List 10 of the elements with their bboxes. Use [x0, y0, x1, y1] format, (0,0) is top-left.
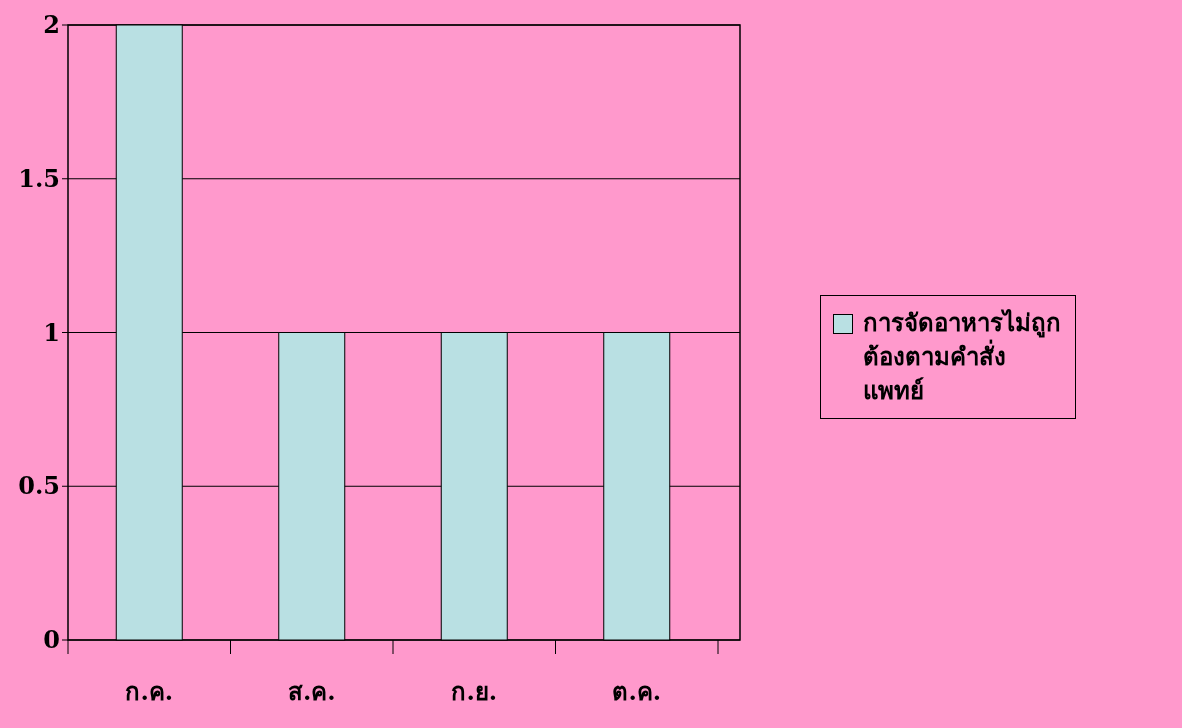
legend-label: การจัดอาหารไม่ถูกต้องตามคำสั่งแพทย์: [863, 307, 1062, 407]
y-tick-label: 2: [43, 10, 60, 39]
x-tick-label: ส.ค.: [287, 677, 336, 706]
y-tick-label: 0.5: [18, 471, 60, 501]
y-tick-label: 1.5: [18, 163, 60, 193]
x-tick-label: ก.ย.: [451, 677, 498, 706]
y-tick-label: 0: [43, 625, 60, 654]
x-tick-label: ต.ค.: [612, 677, 662, 706]
y-tick-label: 1: [43, 317, 60, 347]
x-tick-label: ก.ค.: [125, 677, 174, 706]
